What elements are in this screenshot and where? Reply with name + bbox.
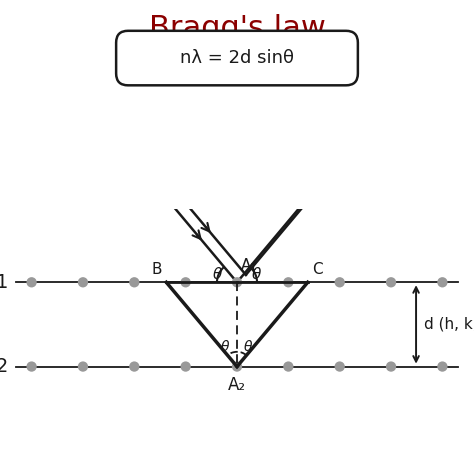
Text: 1: 1 (0, 273, 8, 292)
Text: 2: 2 (0, 357, 8, 376)
Text: A₂: A₂ (228, 376, 246, 394)
Point (284, 279, 292, 286)
Point (28, 363, 36, 370)
Point (387, 279, 395, 286)
Point (79, 363, 87, 370)
Point (182, 279, 190, 286)
Point (387, 363, 395, 370)
Text: $\theta$: $\theta$ (212, 266, 223, 283)
Point (79, 279, 87, 286)
Point (438, 279, 446, 286)
Point (284, 363, 292, 370)
Text: d (h, k, l): d (h, k, l) (424, 317, 474, 332)
Text: nλ = 2d sinθ: nλ = 2d sinθ (180, 49, 294, 67)
Text: C: C (312, 262, 322, 277)
Text: $\theta$: $\theta$ (220, 339, 230, 354)
Text: Bragg's law: Bragg's law (148, 14, 326, 43)
Point (336, 363, 344, 370)
Point (130, 279, 138, 286)
Point (182, 363, 190, 370)
Point (233, 279, 241, 286)
Point (438, 363, 446, 370)
Text: $\theta$: $\theta$ (251, 266, 262, 283)
Point (233, 363, 241, 370)
Text: $\theta$: $\theta$ (244, 339, 254, 354)
Text: A₁: A₁ (241, 258, 257, 273)
Point (28, 279, 36, 286)
Text: B: B (152, 262, 162, 277)
Point (336, 279, 344, 286)
Point (130, 363, 138, 370)
